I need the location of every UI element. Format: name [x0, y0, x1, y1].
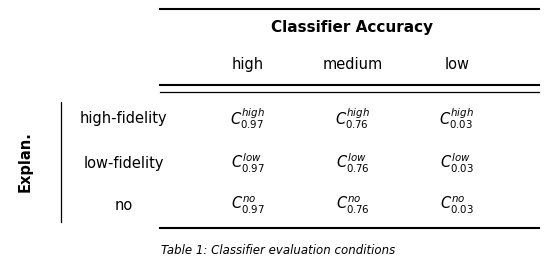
Text: $C_{0.97}^{low}$: $C_{0.97}^{low}$ — [231, 152, 265, 175]
Text: high: high — [232, 57, 264, 72]
Text: no: no — [115, 198, 133, 213]
Text: high-fidelity: high-fidelity — [80, 111, 168, 126]
Text: low-fidelity: low-fidelity — [83, 156, 164, 171]
Text: $C_{0.03}^{no}$: $C_{0.03}^{no}$ — [440, 195, 474, 216]
Text: $C_{0.97}^{high}$: $C_{0.97}^{high}$ — [230, 106, 265, 131]
Text: $C_{0.03}^{high}$: $C_{0.03}^{high}$ — [439, 106, 474, 131]
Text: $C_{0.97}^{no}$: $C_{0.97}^{no}$ — [231, 195, 265, 216]
Text: Explan.: Explan. — [17, 132, 32, 192]
Text: $C_{0.76}^{no}$: $C_{0.76}^{no}$ — [335, 195, 369, 216]
Text: Table 1: Classifier evaluation conditions: Table 1: Classifier evaluation condition… — [161, 244, 395, 256]
Text: $C_{0.76}^{high}$: $C_{0.76}^{high}$ — [335, 106, 370, 131]
Text: Classifier Accuracy: Classifier Accuracy — [271, 20, 433, 35]
Text: $C_{0.03}^{low}$: $C_{0.03}^{low}$ — [440, 152, 474, 175]
Text: $C_{0.76}^{low}$: $C_{0.76}^{low}$ — [335, 152, 369, 175]
Text: medium: medium — [322, 57, 383, 72]
Text: low: low — [444, 57, 469, 72]
